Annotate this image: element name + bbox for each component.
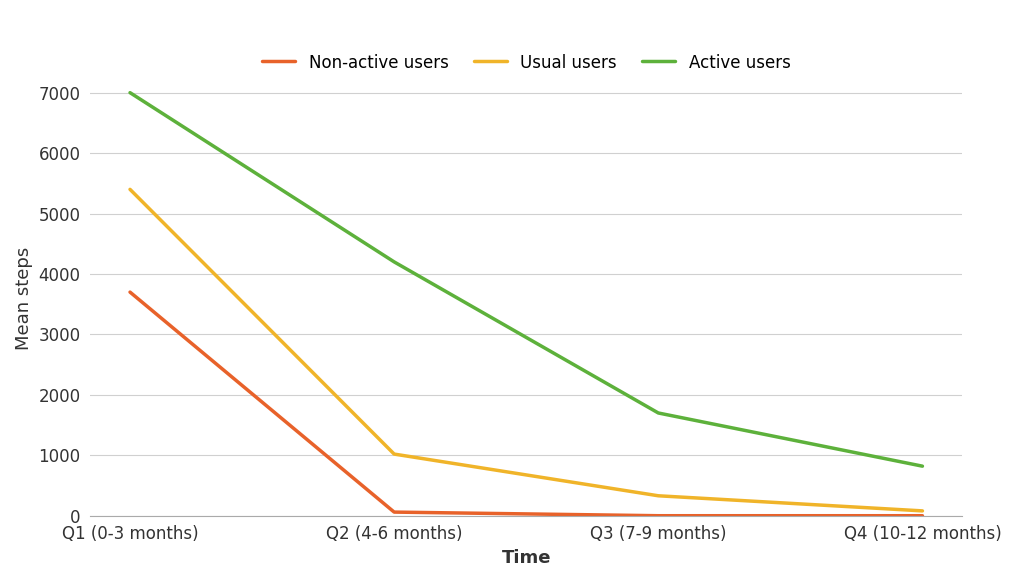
Usual users [387, 450, 399, 457]
Usual users [651, 492, 663, 499]
X-axis label: Time: Time [501, 549, 550, 567]
Active users [915, 463, 927, 470]
Non-active users [915, 512, 927, 519]
Active users [123, 89, 136, 96]
Non-active users [651, 512, 663, 519]
Non-active users [123, 289, 136, 296]
Line: Non-active users: Non-active users [129, 292, 921, 516]
Usual users [123, 186, 136, 193]
Active users [651, 410, 663, 417]
Non-active users [387, 509, 399, 516]
Line: Active users: Active users [129, 93, 921, 466]
Y-axis label: Mean steps: Mean steps [15, 247, 33, 350]
Active users [387, 258, 399, 265]
Usual users [915, 508, 927, 514]
Line: Usual users: Usual users [129, 189, 921, 511]
Legend: Non-active users, Usual users, Active users: Non-active users, Usual users, Active us… [254, 45, 798, 80]
